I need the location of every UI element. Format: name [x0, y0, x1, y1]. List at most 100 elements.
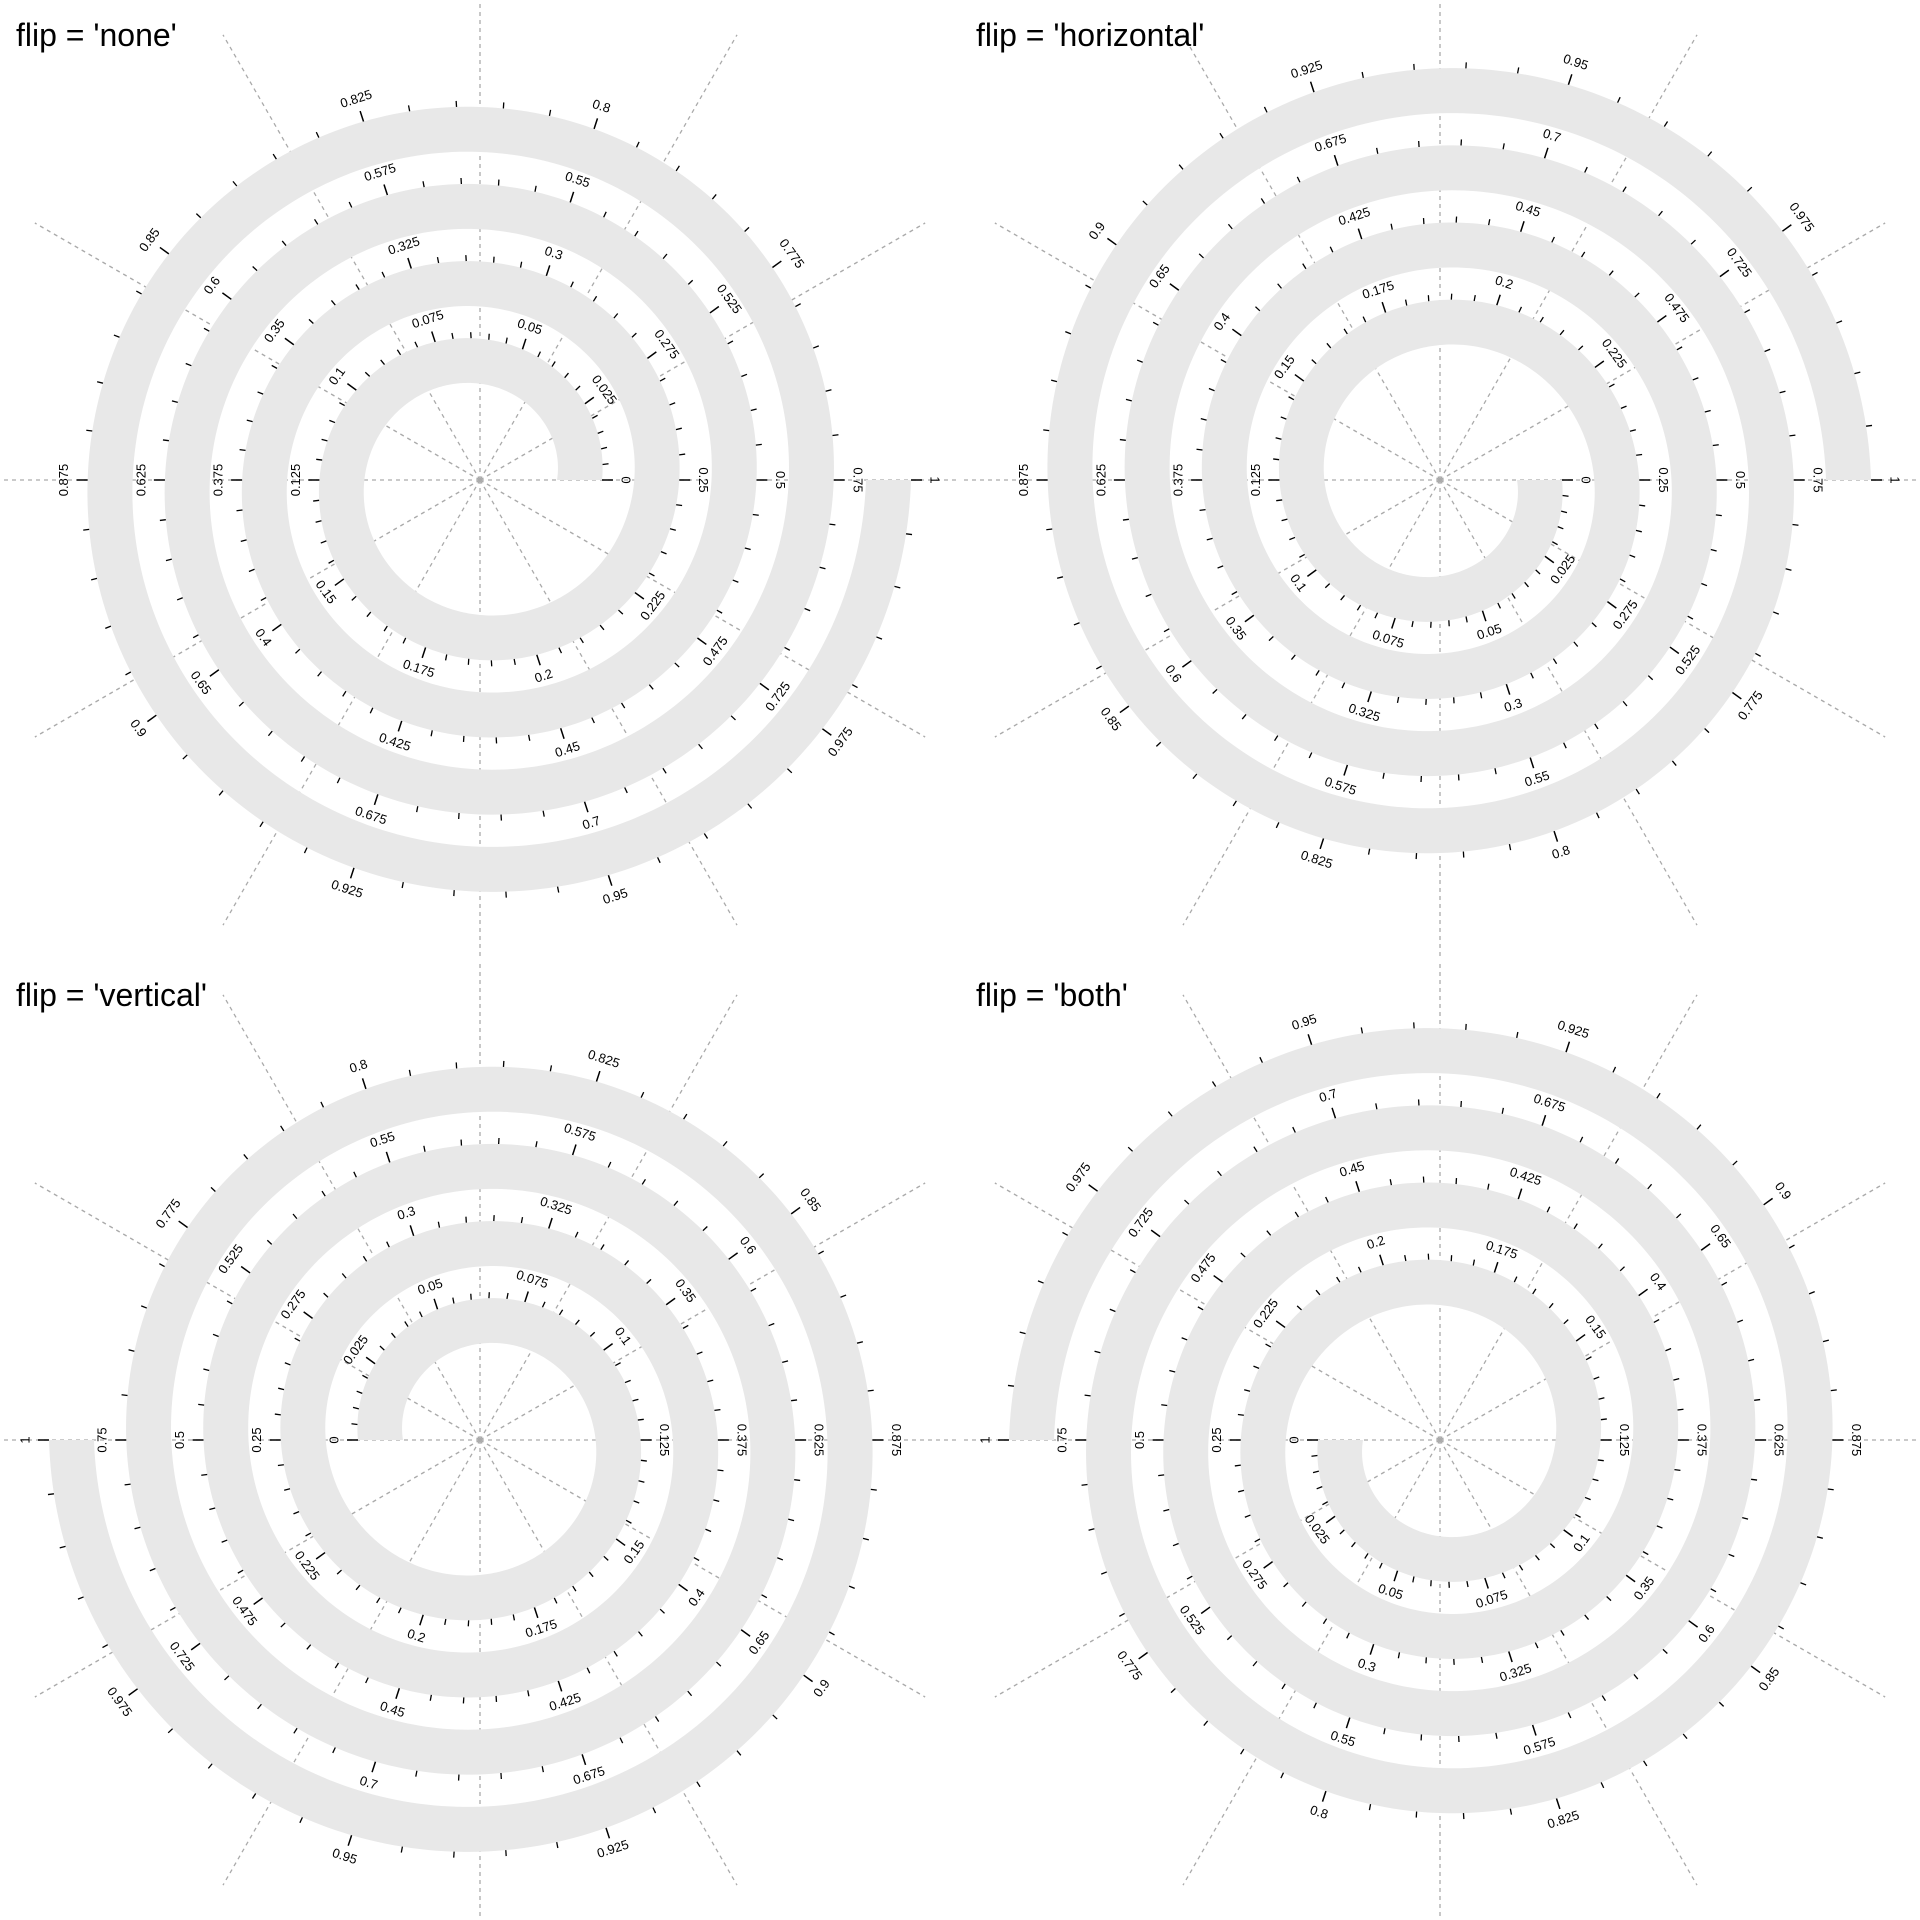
tick-label: 0.95: [1290, 1011, 1319, 1033]
major-tick: [1275, 1320, 1286, 1329]
minor-tick: [383, 625, 388, 632]
tick-label: 1: [977, 1436, 992, 1443]
grid-line: [222, 34, 481, 481]
minor-tick: [624, 1379, 631, 1384]
minor-tick: [1827, 1488, 1834, 1491]
major-tick: [397, 720, 403, 732]
grid-line: [1439, 1182, 1886, 1441]
minor-tick: [1170, 1688, 1176, 1694]
minor-tick: [1608, 383, 1615, 388]
minor-tick: [1712, 444, 1719, 447]
minor-tick: [1584, 166, 1588, 173]
minor-tick: [679, 453, 686, 456]
minor-tick: [1633, 1674, 1639, 1680]
minor-tick: [687, 279, 694, 285]
minor-tick: [1579, 1136, 1584, 1143]
major-tick: [728, 1252, 739, 1260]
minor-tick: [1549, 1543, 1556, 1549]
minor-tick: [1311, 359, 1317, 365]
minor-tick: [1289, 536, 1296, 541]
tick-label: 0.85: [136, 225, 163, 254]
major-tick: [1393, 1570, 1399, 1582]
tick-label: 0.45: [553, 738, 582, 760]
minor-tick: [519, 261, 523, 268]
minor-tick: [1181, 1337, 1188, 1341]
minor-tick: [237, 1569, 244, 1574]
minor-tick: [1383, 1728, 1386, 1735]
minor-tick: [1339, 1529, 1345, 1535]
minor-tick: [1007, 1384, 1015, 1387]
minor-tick: [1294, 1211, 1300, 1218]
minor-tick: [1163, 628, 1170, 633]
minor-tick: [226, 1300, 233, 1305]
tick-label: 0.05: [516, 315, 545, 337]
minor-tick: [1619, 578, 1626, 583]
minor-tick: [535, 1141, 538, 1148]
major-tick: [1169, 283, 1180, 291]
minor-tick: [1094, 1350, 1101, 1354]
minor-tick: [210, 1186, 216, 1192]
minor-tick: [812, 345, 820, 349]
major-tick: [1367, 691, 1372, 703]
minor-tick: [1382, 772, 1385, 779]
minor-tick: [321, 1190, 326, 1197]
minor-tick: [1254, 1538, 1261, 1543]
tick-label: 0.625: [1772, 1424, 1787, 1457]
tick-label: 0.125: [288, 464, 303, 497]
tick-label: 0.8: [1550, 842, 1572, 862]
major-tick: [1119, 705, 1130, 714]
minor-tick: [558, 647, 563, 654]
minor-tick: [572, 1585, 577, 1592]
minor-tick: [236, 509, 243, 512]
minor-tick: [1690, 239, 1696, 245]
minor-tick: [134, 1526, 141, 1530]
major-tick: [1607, 601, 1617, 609]
major-tick: [385, 1151, 391, 1163]
minor-tick: [727, 340, 734, 345]
minor-tick: [1501, 1572, 1506, 1579]
major-tick: [1638, 1288, 1649, 1297]
minor-tick: [1620, 405, 1627, 409]
minor-tick: [624, 1260, 630, 1266]
major-tick: [557, 1680, 563, 1692]
major-tick: [803, 1674, 814, 1683]
minor-tick: [1178, 164, 1184, 170]
major-tick: [759, 682, 770, 691]
minor-tick: [418, 1311, 423, 1318]
minor-tick: [657, 857, 661, 864]
minor-tick: [195, 213, 202, 219]
minor-tick: [1676, 346, 1683, 351]
major-tick: [1379, 1254, 1384, 1266]
minor-tick: [1754, 1398, 1761, 1401]
tick-label: 0.45: [1338, 1158, 1367, 1180]
minor-tick: [328, 559, 335, 564]
minor-tick: [1573, 1223, 1578, 1230]
major-tick: [315, 1551, 326, 1560]
minor-tick: [1539, 316, 1544, 323]
minor-tick: [1136, 359, 1143, 363]
minor-tick: [1155, 741, 1162, 747]
minor-tick: [1200, 417, 1207, 421]
minor-tick: [209, 1507, 216, 1511]
minor-tick: [1594, 723, 1599, 730]
major-tick: [1333, 154, 1339, 166]
minor-tick: [747, 803, 753, 809]
minor-tick: [1816, 1536, 1824, 1539]
minor-tick: [1367, 848, 1371, 855]
major-tick: [1529, 757, 1535, 769]
tick-label: 0.9: [1085, 219, 1108, 242]
minor-tick: [1062, 1231, 1069, 1236]
minor-tick: [1501, 1107, 1504, 1114]
minor-tick: [1198, 253, 1204, 259]
minor-tick: [320, 540, 327, 544]
major-tick: [1263, 1561, 1273, 1569]
minor-tick: [317, 671, 322, 677]
minor-tick: [556, 886, 560, 893]
major-tick: [605, 1827, 611, 1839]
minor-tick: [794, 1479, 801, 1482]
minor-tick: [149, 1567, 156, 1572]
minor-tick: [1277, 283, 1282, 289]
minor-tick: [1656, 1525, 1663, 1529]
minor-tick: [1563, 1319, 1569, 1325]
